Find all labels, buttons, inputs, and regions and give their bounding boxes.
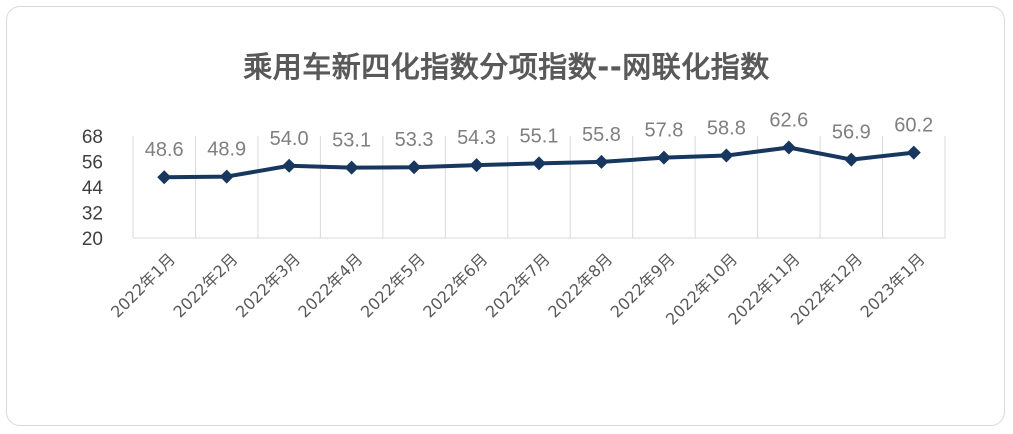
- data-label: 62.6: [769, 109, 808, 131]
- data-label: 54.0: [270, 128, 309, 150]
- data-label: 54.3: [457, 127, 496, 149]
- data-label: 60.2: [894, 115, 933, 137]
- data-label: 53.3: [395, 129, 434, 151]
- data-label: 55.1: [520, 125, 559, 147]
- data-point-marker: [282, 158, 297, 173]
- y-axis: 20 32 44 56 68: [82, 127, 104, 250]
- data-point-marker: [656, 150, 671, 165]
- data-point-marker: [906, 145, 921, 160]
- series-line: [157, 140, 921, 185]
- data-point-marker: [157, 170, 172, 185]
- y-tick-label: 20: [82, 229, 103, 250]
- x-tick-label: 2023年1月: [857, 249, 929, 321]
- data-point-marker: [594, 154, 609, 169]
- data-point-marker: [781, 140, 796, 155]
- data-point-marker: [219, 169, 234, 184]
- data-labels: 48.6 48.9 54.0 53.1 53.3 54.3 55.1 55.8 57.8 58.8…: [145, 109, 933, 161]
- data-label: 48.9: [207, 139, 246, 161]
- x-tick-label: 2022年7月: [482, 249, 554, 321]
- x-tick-label: 2022年3月: [232, 249, 304, 321]
- data-point-marker: [844, 152, 859, 167]
- data-label: 48.6: [145, 139, 184, 161]
- x-tick-label: 2022年5月: [357, 249, 429, 321]
- data-label: 55.8: [582, 124, 621, 146]
- x-axis: 2022年1月2022年2月2022年3月2022年4月2022年5月2022年…: [107, 249, 929, 328]
- y-tick-label: 56: [82, 153, 103, 174]
- x-tick-label: 2022年8月: [544, 249, 616, 321]
- chart-title: 乘用车新四化指数分项指数--网联化指数: [243, 50, 770, 84]
- data-label: 53.1: [332, 130, 371, 152]
- x-tick-label: 2022年6月: [419, 249, 491, 321]
- data-point-marker: [532, 156, 546, 171]
- y-tick-label: 32: [82, 204, 103, 225]
- x-tick-label: 2022年1月: [107, 249, 179, 321]
- data-point-marker: [469, 158, 484, 173]
- data-point-marker: [344, 160, 359, 175]
- data-label: 57.8: [644, 120, 683, 142]
- x-tick-label: 2022年2月: [169, 249, 241, 321]
- y-tick-label: 44: [82, 178, 104, 199]
- data-label: 58.8: [707, 118, 746, 140]
- y-tick-label: 68: [82, 127, 103, 148]
- data-point-marker: [719, 148, 734, 163]
- data-point-marker: [407, 160, 422, 175]
- chart-frame: [6, 6, 1005, 426]
- data-label: 56.9: [832, 122, 871, 144]
- x-tick-label: 2022年4月: [294, 249, 366, 321]
- grid-lines: [132, 136, 946, 239]
